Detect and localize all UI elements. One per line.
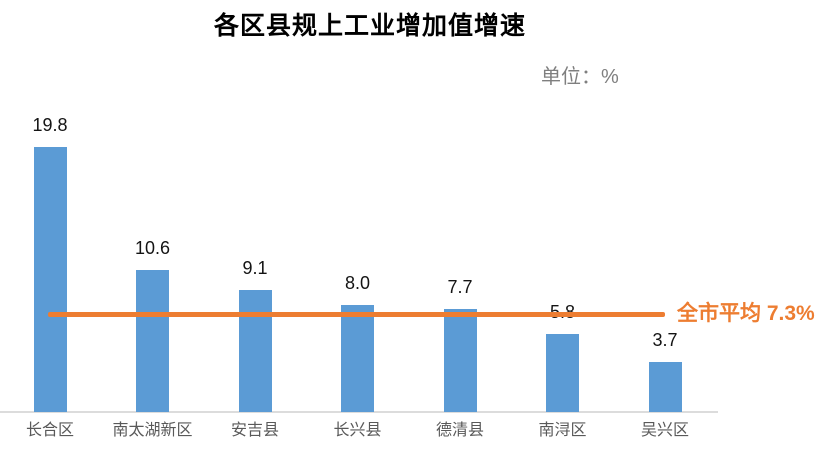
category-label: 吴兴区 bbox=[640, 422, 689, 439]
category-label: 南太湖新区 bbox=[112, 422, 193, 439]
bar-value-label: 10.6 bbox=[134, 238, 171, 258]
average-reference-line bbox=[48, 312, 665, 317]
bar-value-label: 8.0 bbox=[344, 273, 371, 293]
x-axis-line bbox=[0, 411, 718, 413]
bar-value-label: 9.1 bbox=[242, 258, 268, 278]
category-label: 德清县 bbox=[435, 422, 484, 439]
category-label: 长兴县 bbox=[333, 422, 382, 439]
bar-value-label: 3.7 bbox=[652, 330, 678, 350]
bar-德清县 bbox=[443, 309, 477, 412]
bar-南浔区 bbox=[546, 334, 579, 412]
chart-title: 各区县规上工业增加值增速 bbox=[213, 12, 526, 40]
bar-value-label: 7.7 bbox=[447, 277, 473, 297]
bar-长兴县 bbox=[341, 305, 374, 412]
bar-安吉县 bbox=[238, 290, 272, 412]
average-line-label: 全市平均 7.3% bbox=[677, 302, 815, 326]
bar-南太湖新区 bbox=[136, 270, 169, 412]
category-label: 安吉县 bbox=[230, 422, 279, 439]
bar-吴兴区 bbox=[648, 362, 682, 412]
category-label: 南浔区 bbox=[538, 422, 587, 439]
bar-长合区 bbox=[33, 147, 67, 412]
category-label: 长合区 bbox=[25, 422, 74, 439]
unit-label: 单位：% bbox=[541, 66, 619, 88]
bar-value-label: 19.8 bbox=[32, 115, 68, 135]
